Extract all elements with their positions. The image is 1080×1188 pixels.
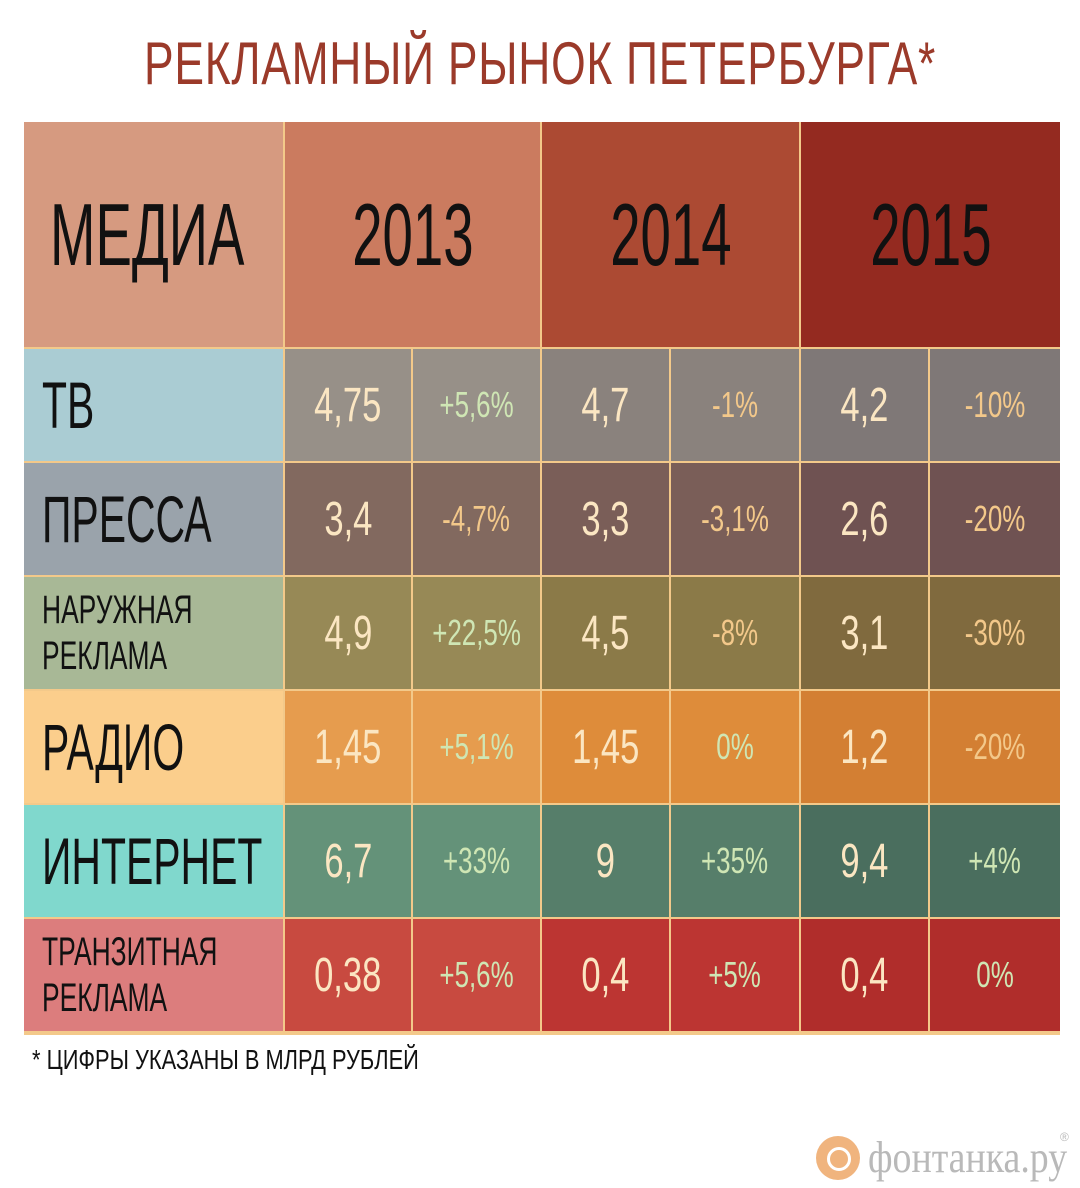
value-cell-text: 3,1: [840, 606, 889, 660]
change-cell: -8%: [671, 577, 799, 689]
value-cell-text: 2,6: [840, 492, 889, 546]
header-year-2014: 2014: [542, 122, 799, 347]
change-cell-text: +5%: [708, 954, 762, 995]
change-cell: 0%: [930, 919, 1060, 1031]
value-cell-text: 1,45: [314, 720, 382, 774]
change-cell: -20%: [930, 691, 1060, 803]
value-cell-text: 4,5: [581, 606, 630, 660]
value-cell-text: 0,4: [581, 948, 630, 1002]
header-year-2015: 2015: [801, 122, 1060, 347]
value-cell-text: 0,4: [840, 948, 889, 1002]
value-cell: 0,4: [801, 919, 928, 1031]
value-cell: 4,75: [285, 349, 411, 461]
row-label-text: ТРАНЗИТНАЯ РЕКЛАМА: [42, 930, 218, 1020]
value-cell: 1,45: [542, 691, 669, 803]
change-cell-text: +33%: [442, 840, 511, 881]
value-cell: 3,4: [285, 463, 411, 575]
value-cell-text: 3,3: [581, 492, 630, 546]
header-year-2013: 2013: [285, 122, 540, 347]
value-cell-text: 4,7: [581, 378, 630, 432]
change-cell-text: -1%: [711, 384, 759, 425]
change-cell-text: +35%: [701, 840, 769, 881]
header-year-2013-text: 2013: [351, 184, 474, 284]
change-cell: +5,6%: [413, 349, 540, 461]
value-cell: 3,1: [801, 577, 928, 689]
row-label-text: НАРУЖНАЯ РЕКЛАМА: [42, 588, 193, 678]
change-cell-text: -4,7%: [442, 498, 511, 539]
value-cell: 4,5: [542, 577, 669, 689]
value-cell: 1,2: [801, 691, 928, 803]
ad-market-table: МЕДИА 2013 2014 2015 ТВ 4,75 +5,6% 4,7 -1% 4,2 -10…: [24, 122, 1060, 1035]
change-cell-text: +22,5%: [432, 612, 521, 653]
value-cell-text: 0,38: [314, 948, 382, 1002]
change-cell-text: 0%: [716, 726, 754, 767]
value-cell: 9,4: [801, 805, 928, 917]
value-cell: 2,6: [801, 463, 928, 575]
logo-text: фонтанка.ру: [868, 1133, 1068, 1182]
row-label-text: ПРЕССА: [42, 482, 212, 556]
fontanka-logo[interactable]: фонтанка.ру ®: [816, 1130, 1080, 1183]
value-cell-text: 1,2: [840, 720, 889, 774]
value-cell-text: 9: [595, 834, 616, 888]
change-cell: -30%: [930, 577, 1060, 689]
change-cell-text: 0%: [976, 954, 1014, 995]
change-cell: +35%: [671, 805, 799, 917]
value-cell-text: 4,9: [323, 606, 373, 660]
value-cell: 0,38: [285, 919, 411, 1031]
change-cell-text: -8%: [711, 612, 759, 653]
change-cell-text: +4%: [968, 840, 1022, 881]
row-label-text: ИНТЕРНЕТ: [42, 824, 263, 898]
change-cell-text: -10%: [964, 384, 1026, 425]
row-label: ТРАНЗИТНАЯ РЕКЛАМА: [24, 919, 283, 1031]
row-label: НАРУЖНАЯ РЕКЛАМА: [24, 577, 283, 689]
change-cell-text: +5,1%: [439, 726, 514, 767]
change-cell: +22,5%: [413, 577, 540, 689]
fontanka-logo-icon: [816, 1135, 860, 1180]
change-cell: +5%: [671, 919, 799, 1031]
footnote: * ЦИФРЫ УКАЗАНЫ В МЛРД РУБЛЕЙ: [32, 1044, 419, 1075]
change-cell-text: -3,1%: [701, 498, 769, 539]
row-label-text: РАДИО: [42, 710, 185, 784]
registered-mark: ®: [1060, 1130, 1069, 1144]
value-cell: 4,2: [801, 349, 928, 461]
value-cell: 9: [542, 805, 669, 917]
change-cell-text: -20%: [964, 726, 1026, 767]
change-cell: +4%: [930, 805, 1060, 917]
change-cell: +5,6%: [413, 919, 540, 1031]
header-year-2014-text: 2014: [609, 184, 732, 284]
change-cell-text: -20%: [964, 498, 1026, 539]
row-label: ИНТЕРНЕТ: [24, 805, 283, 917]
change-cell: 0%: [671, 691, 799, 803]
value-cell-text: 4,75: [314, 378, 382, 432]
change-cell-text: -30%: [964, 612, 1026, 653]
header-year-2015-text: 2015: [869, 184, 992, 284]
change-cell-text: +5,6%: [439, 954, 514, 995]
header-media-text: МЕДИА: [50, 184, 245, 284]
value-cell-text: 6,7: [323, 834, 373, 888]
page-title: РЕКЛАМНЫЙ РЫНОК ПЕТЕРБУРГА*: [144, 30, 936, 97]
row-label: РАДИО: [24, 691, 283, 803]
value-cell: 3,3: [542, 463, 669, 575]
change-cell: -3,1%: [671, 463, 799, 575]
row-label: ТВ: [24, 349, 283, 461]
change-cell: -10%: [930, 349, 1060, 461]
value-cell: 4,7: [542, 349, 669, 461]
value-cell-text: 4,2: [840, 378, 889, 432]
value-cell-text: 9,4: [840, 834, 889, 888]
row-label-text: ТВ: [42, 368, 95, 442]
value-cell: 6,7: [285, 805, 411, 917]
change-cell: +5,1%: [413, 691, 540, 803]
row-label: ПРЕССА: [24, 463, 283, 575]
change-cell: -4,7%: [413, 463, 540, 575]
change-cell: +33%: [413, 805, 540, 917]
change-cell: -20%: [930, 463, 1060, 575]
header-media: МЕДИА: [24, 122, 283, 347]
value-cell: 1,45: [285, 691, 411, 803]
value-cell: 4,9: [285, 577, 411, 689]
value-cell-text: 3,4: [323, 492, 373, 546]
change-cell-text: +5,6%: [439, 384, 514, 425]
value-cell-text: 1,45: [571, 720, 640, 774]
change-cell: -1%: [671, 349, 799, 461]
value-cell: 0,4: [542, 919, 669, 1031]
